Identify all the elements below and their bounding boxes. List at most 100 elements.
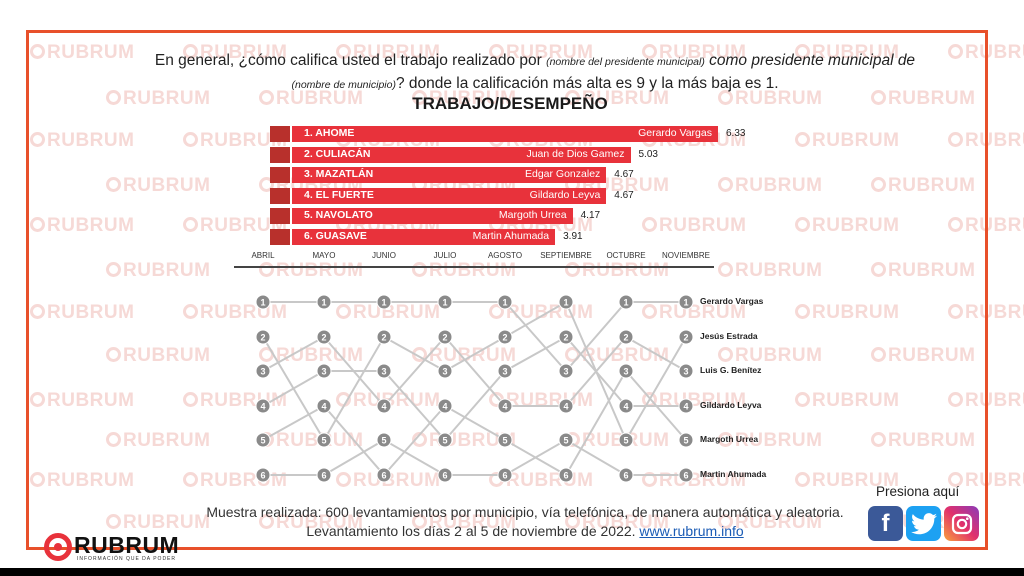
rank-node-label: 5 — [683, 436, 688, 446]
rank-node — [376, 329, 392, 345]
bar-value-label: 4.67 — [614, 169, 634, 180]
bar-category-label: 6. GUASAVE — [304, 229, 367, 242]
month-label: SEPTIEMBRE — [540, 251, 592, 260]
logo-ring-icon — [44, 533, 72, 561]
rank-node-label: 6 — [260, 471, 265, 481]
rank-node — [255, 363, 271, 379]
rank-node-label: 4 — [683, 402, 688, 412]
month-label: JULIO — [433, 251, 457, 260]
logo-word: RUBRUM — [74, 532, 180, 558]
rank-node-label: 2 — [502, 333, 507, 343]
rank-node-label: 6 — [502, 471, 507, 481]
question-text-1: En general, ¿cómo califica usted el trab… — [154, 52, 547, 69]
bar-value-label: 5.03 — [638, 148, 658, 160]
rank-node-label: 5 — [502, 436, 507, 446]
month-label: AGOSTO — [487, 251, 523, 260]
rank-node — [316, 294, 332, 310]
rank-node-label: 1 — [563, 298, 568, 308]
rank-node — [376, 398, 392, 414]
rank-node-label: 5 — [381, 436, 386, 446]
rank-node — [316, 432, 332, 448]
bar-value-label: 4.67 — [614, 189, 634, 201]
facebook-icon[interactable]: f — [868, 506, 903, 541]
question-text-2: como presidente municipal de — [704, 52, 916, 69]
twitter-icon[interactable] — [906, 506, 941, 541]
bar-logo-icon — [270, 126, 290, 142]
final-rank-name: Gildardo Leyva — [700, 400, 762, 410]
rank-node-label: 3 — [260, 367, 265, 377]
rank-node-label: 6 — [442, 471, 447, 481]
rank-node-label: 3 — [502, 367, 507, 377]
rank-node — [437, 294, 453, 310]
bar: 3. MAZATLÁN Edgar Gonzalez — [292, 167, 607, 183]
rank-node — [678, 398, 694, 414]
rank-node — [376, 294, 392, 310]
rank-node-label: 2 — [683, 333, 688, 343]
bar-value-label: 3.91 — [563, 230, 583, 242]
rank-node — [255, 398, 271, 414]
bar-logo-icon — [270, 146, 290, 163]
rank-node-label: 3 — [442, 367, 447, 377]
rank-node-label: 1 — [321, 298, 326, 308]
rank-trajectory-line — [263, 301, 686, 373]
rank-node — [376, 432, 392, 448]
rank-node — [497, 432, 513, 448]
rank-node — [255, 294, 271, 310]
rank-node-label: 3 — [563, 367, 568, 377]
website-link[interactable]: www.rubrum.info — [639, 523, 744, 539]
rank-node-label: 6 — [321, 471, 326, 481]
rank-node — [618, 398, 634, 414]
rank-node — [437, 329, 453, 345]
instagram-icon[interactable] — [944, 506, 979, 541]
rank-node-label: 5 — [563, 436, 568, 446]
rank-node-label: 2 — [381, 333, 386, 343]
rank-node-label: 6 — [683, 471, 688, 481]
month-label: MAYO — [312, 251, 336, 260]
rank-node-label: 4 — [502, 402, 507, 412]
bar-logo-icon — [270, 208, 290, 224]
bar-value-label: 6.33 — [726, 128, 746, 139]
press-here-label: Presiona aquí — [876, 484, 960, 499]
rank-node-label: 3 — [683, 367, 688, 377]
rank-node-label: 4 — [260, 402, 265, 412]
bar-logo-icon — [270, 187, 290, 204]
rank-node — [558, 467, 574, 483]
rank-node — [437, 432, 453, 448]
month-label: OCTUBRE — [606, 251, 646, 260]
rank-trajectory-line — [262, 335, 686, 442]
rank-node — [558, 363, 574, 379]
rank-node — [558, 294, 574, 310]
rank-node-label: 1 — [260, 298, 265, 308]
rank-trajectory-line — [262, 300, 687, 443]
rank-node — [255, 467, 271, 483]
rank-node — [437, 398, 453, 414]
rank-node-label: 1 — [381, 298, 386, 308]
rank-node — [558, 329, 574, 345]
rank-node — [678, 432, 694, 448]
rank-trajectory-line — [263, 438, 686, 476]
final-rank-name: Martin Ahumada — [700, 469, 767, 479]
final-rank-name: Jesús Estrada — [700, 331, 758, 341]
rank-node — [618, 294, 634, 310]
rank-node — [497, 363, 513, 379]
rank-node — [558, 432, 574, 448]
logo-tagline: INFORMACIÓN QUE DA PODER — [77, 556, 177, 562]
methodology-note: Muestra realizada: 600 levantamientos po… — [205, 503, 845, 541]
rank-node-label: 5 — [442, 436, 447, 446]
rank-node — [558, 398, 574, 414]
chart-title: TRABAJO/DESEMPEÑO — [412, 94, 608, 113]
bar: 1. AHOME Gerardo Vargas — [292, 126, 718, 142]
rank-node-label: 6 — [623, 471, 628, 481]
rank-node — [376, 363, 392, 379]
bar-name-label: Margoth Urrea — [498, 209, 567, 221]
rank-node — [255, 329, 271, 345]
final-rank-name: Margoth Urrea — [700, 434, 759, 444]
month-label: ABRIL — [251, 251, 275, 260]
bar: 4. EL FUERTE Gildardo Leyva — [292, 187, 607, 204]
rank-trajectory-line — [262, 335, 687, 408]
rank-node-label: 4 — [563, 402, 568, 412]
rank-node — [678, 467, 694, 483]
question-text-3: ? donde la calificación más alta es 9 y … — [395, 75, 779, 92]
